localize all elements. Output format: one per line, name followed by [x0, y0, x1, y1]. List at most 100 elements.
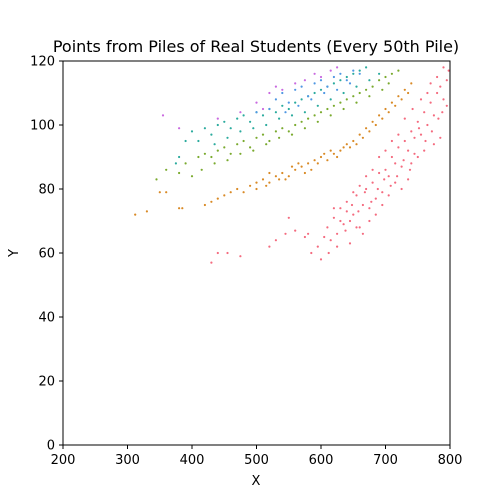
data-point [326, 159, 329, 162]
data-point [370, 200, 373, 203]
data-point [387, 175, 390, 178]
data-point [313, 91, 316, 95]
data-point [165, 191, 168, 194]
data-point [265, 123, 268, 127]
data-point [378, 171, 381, 175]
data-point [411, 107, 414, 111]
data-point [249, 120, 252, 123]
data-point [297, 104, 300, 107]
data-point [242, 191, 245, 194]
data-point [307, 232, 310, 235]
data-point [323, 91, 326, 95]
plot-frame [62, 60, 451, 446]
data-point [397, 69, 400, 72]
data-point [339, 101, 342, 104]
data-point [174, 162, 177, 165]
data-point [371, 120, 374, 123]
data-point [255, 136, 258, 139]
data-point [408, 168, 412, 171]
data-point [323, 152, 326, 155]
data-point [203, 127, 206, 130]
data-point [226, 136, 229, 139]
data-point [316, 120, 319, 123]
data-point [203, 152, 206, 155]
data-point [361, 136, 364, 139]
data-point [313, 114, 316, 117]
data-point [268, 107, 271, 111]
data-point [361, 232, 364, 235]
data-point [313, 159, 316, 162]
data-point [284, 232, 287, 235]
data-point [287, 101, 290, 104]
data-point [413, 152, 416, 155]
data-point [336, 88, 339, 91]
data-point [355, 226, 358, 229]
data-point [441, 111, 444, 114]
data-point [344, 229, 347, 232]
data-point [416, 120, 419, 123]
y-tick-label: 40 [38, 311, 55, 326]
data-point [355, 85, 358, 88]
data-point [374, 123, 377, 127]
data-point [210, 200, 213, 203]
data-point [223, 194, 226, 197]
data-point [352, 72, 355, 75]
data-point [358, 184, 361, 187]
data-point [303, 235, 306, 239]
data-point [229, 152, 232, 155]
data-point [339, 219, 342, 223]
data-point [223, 146, 226, 149]
data-point [319, 88, 323, 91]
data-point [216, 117, 219, 120]
data-point [390, 72, 393, 75]
data-point [319, 111, 323, 114]
data-point [442, 98, 445, 101]
data-point [326, 226, 329, 229]
data-point [336, 245, 339, 248]
y-tick-label: 20 [38, 375, 55, 390]
data-point [348, 82, 352, 85]
series-2 [155, 69, 400, 181]
data-point [255, 101, 258, 104]
data-point [381, 88, 384, 91]
data-point [396, 175, 399, 178]
data-point [394, 104, 397, 107]
data-point [294, 88, 297, 91]
data-point [300, 165, 303, 168]
data-point [274, 239, 277, 242]
x-tick-label: 400 [180, 453, 205, 468]
data-point [358, 226, 361, 229]
data-point [345, 98, 348, 101]
x-tick-label: 600 [309, 453, 334, 468]
data-point [384, 149, 387, 152]
data-point [345, 75, 348, 79]
data-point [358, 69, 361, 72]
data-point [278, 178, 281, 181]
data-point [319, 75, 323, 79]
data-point [376, 187, 379, 191]
data-point [368, 79, 371, 82]
data-point [281, 88, 284, 91]
data-point [400, 187, 403, 191]
data-point [365, 187, 368, 191]
data-point [300, 120, 303, 123]
data-point [268, 91, 271, 95]
data-point [210, 155, 213, 159]
x-axis: 200 300 400 500 600 700 800 [51, 445, 462, 468]
data-point [281, 91, 284, 95]
data-point [213, 162, 216, 165]
data-point [316, 104, 319, 107]
data-point [419, 133, 423, 136]
data-point [342, 223, 345, 226]
data-point [436, 91, 439, 95]
data-point [390, 139, 393, 143]
data-point [368, 219, 371, 223]
data-point [316, 245, 319, 248]
data-point [419, 98, 423, 101]
data-point [261, 107, 265, 111]
data-point [345, 210, 348, 213]
data-point [229, 191, 232, 194]
data-point [361, 203, 364, 207]
data-point [239, 111, 242, 114]
